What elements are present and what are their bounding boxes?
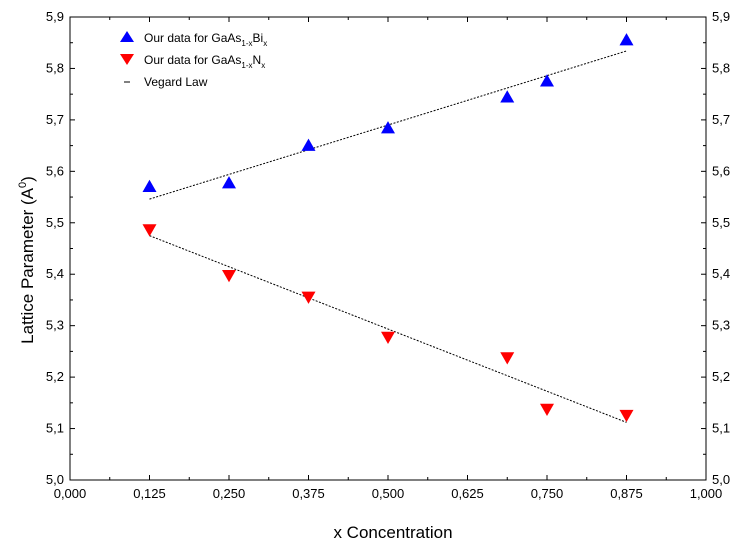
x-tick-label: 0,250 [213, 486, 246, 501]
marker-gaasn [381, 331, 395, 344]
marker-gaasn [301, 291, 316, 304]
marker-gaasn [142, 224, 157, 237]
y-axis-title: Lattice Parameter (A0) [17, 176, 37, 344]
marker-gaasbi [381, 121, 395, 134]
y-tick-label-right: 5,5 [712, 215, 730, 230]
legend-label-gaasn: Our data for GaAs1-xNx [144, 53, 265, 70]
vegard-law-lines [149, 50, 627, 423]
y-tick-label-left: 5,4 [46, 266, 64, 281]
x-tick-label: 0,375 [292, 486, 325, 501]
legend: Our data for GaAs1-xBix Our data for GaA… [120, 31, 267, 89]
x-tick-label: 0,000 [54, 486, 87, 501]
y-tick-label-left: 5,8 [46, 60, 64, 75]
y-tick-label-left: 5,7 [46, 112, 64, 127]
x-axis-title: x Concentration [333, 523, 452, 542]
legend-label-gaasbi: Our data for GaAs1-xBix [144, 31, 267, 48]
legend-marker-gaasbi [120, 31, 134, 42]
legend-label-gaasn-element: N [253, 53, 262, 67]
x-tick-label: 1,000 [690, 486, 723, 501]
y-tick-label-left: 5,0 [46, 472, 64, 487]
data-markers [142, 33, 634, 423]
y-tick-label-right: 5,9 [712, 9, 730, 24]
legend-label-gaasn-sub1: 1-x [241, 61, 252, 70]
y-tick-label-right: 5,3 [712, 318, 730, 333]
marker-gaasbi [619, 33, 634, 46]
y-tick-label-left: 5,6 [46, 163, 64, 178]
x-tick-label: 0,750 [531, 486, 564, 501]
legend-label-gaasbi-base: Our data for GaAs [144, 31, 241, 45]
legend-item-gaasn: Our data for GaAs1-xNx [120, 53, 265, 70]
marker-gaasn [500, 352, 515, 365]
y-tick-label-left: 5,2 [46, 369, 64, 384]
legend-label-gaasn-sub2: x [261, 61, 265, 70]
y-tick-label-left: 5,9 [46, 9, 64, 24]
legend-label-gaasbi-element: Bi [253, 31, 264, 45]
y-axis-title-superscript: 0 [17, 182, 29, 188]
marker-gaasbi [301, 138, 316, 151]
y-tick-label-right: 5,6 [712, 163, 730, 178]
legend-label-gaasn-base: Our data for GaAs [144, 53, 241, 67]
vegard-law-line-2 [149, 235, 627, 423]
y-tick-label-right: 5,2 [712, 369, 730, 384]
legend-label-gaasbi-sub1: 1-x [241, 39, 252, 48]
marker-gaasn [222, 270, 236, 283]
y-tick-label-right: 5,0 [712, 472, 730, 487]
marker-gaasn [619, 409, 634, 423]
y-tick-label-right: 5,7 [712, 112, 730, 127]
y-tick-label-left: 5,5 [46, 215, 64, 230]
x-tick-label: 0,125 [133, 486, 166, 501]
legend-item-vegard: Vegard Law [124, 75, 208, 89]
legend-label-vegard: Vegard Law [144, 75, 208, 89]
axis-ticks [69, 16, 707, 481]
x-tick-label: 0,500 [372, 486, 405, 501]
legend-marker-gaasn [120, 54, 134, 65]
legend-item-gaasbi: Our data for GaAs1-xBix [120, 31, 267, 48]
y-axis-title-main: Lattice Parameter (A [18, 187, 37, 344]
legend-label-gaasbi-sub2: x [263, 39, 267, 48]
y-tick-label-left: 5,3 [46, 318, 64, 333]
y-axis-title-close: ) [18, 176, 37, 182]
y-tick-label-left: 5,1 [46, 421, 64, 436]
x-tick-label: 0,875 [610, 486, 643, 501]
y-tick-label-right: 5,4 [712, 266, 730, 281]
marker-gaasbi [540, 74, 554, 87]
marker-gaasbi [142, 179, 157, 193]
marker-gaasbi [222, 176, 236, 189]
axis-tick-labels: 0,000 0,125 0,250 0,375 0,500 0,625 0,750 0,875… [46, 9, 730, 501]
marker-gaasn [540, 403, 554, 417]
y-tick-label-right: 5,1 [712, 421, 730, 436]
x-tick-label: 0,625 [451, 486, 484, 501]
marker-gaasbi [500, 90, 515, 103]
y-tick-label-right: 5,8 [712, 60, 730, 75]
